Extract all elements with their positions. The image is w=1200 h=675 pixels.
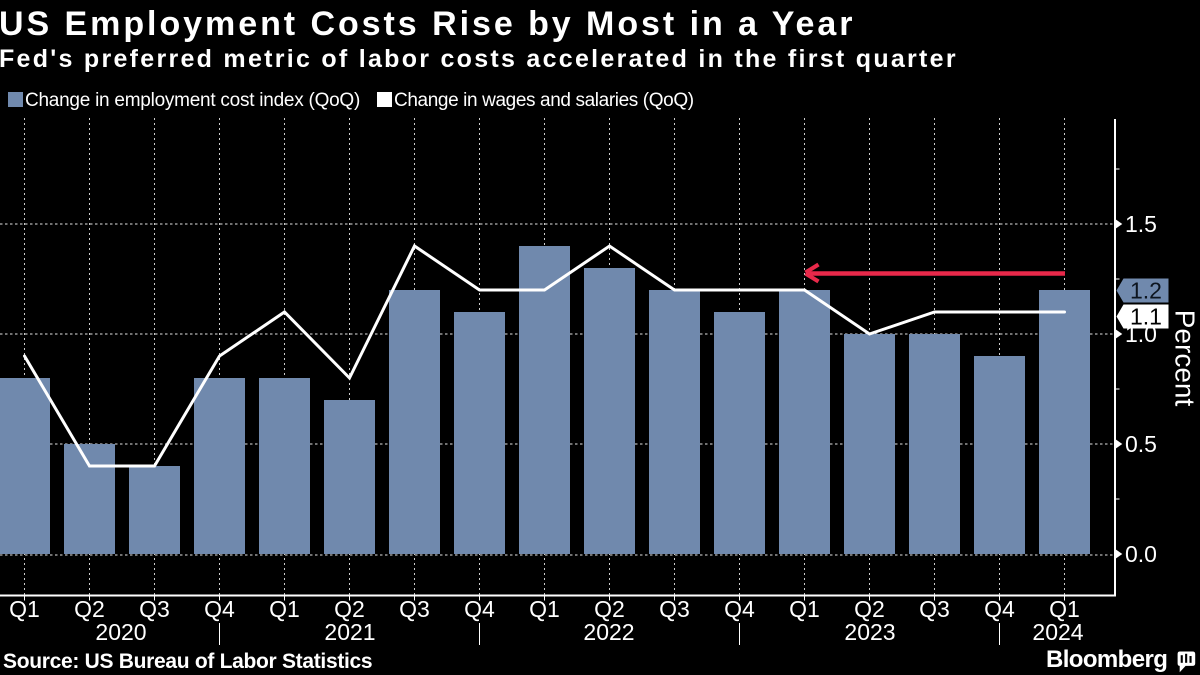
svg-text:1.2: 1.2	[1130, 278, 1162, 304]
svg-text:Q4: Q4	[464, 596, 495, 622]
svg-text:Q2: Q2	[74, 596, 105, 622]
svg-text:Percent: Percent	[1170, 310, 1200, 407]
svg-text:Q3: Q3	[399, 596, 430, 622]
svg-text:Q3: Q3	[139, 596, 170, 622]
svg-text:Q1: Q1	[9, 596, 40, 622]
svg-text:Q2: Q2	[334, 596, 365, 622]
svg-text:Q4: Q4	[724, 596, 755, 622]
svg-text:2021: 2021	[324, 619, 375, 645]
svg-text:0.5: 0.5	[1125, 431, 1157, 457]
svg-text:Q1: Q1	[529, 596, 560, 622]
svg-text:0.0: 0.0	[1125, 541, 1157, 567]
svg-text:1.5: 1.5	[1125, 211, 1157, 237]
svg-text:Q4: Q4	[204, 596, 235, 622]
svg-text:Q2: Q2	[854, 596, 885, 622]
svg-text:2023: 2023	[844, 619, 895, 645]
svg-text:Q2: Q2	[594, 596, 625, 622]
svg-text:Q1: Q1	[1049, 596, 1080, 622]
svg-text:1.1: 1.1	[1130, 304, 1162, 330]
svg-text:Q4: Q4	[984, 596, 1015, 622]
svg-text:Q1: Q1	[789, 596, 820, 622]
svg-text:2020: 2020	[95, 619, 146, 645]
svg-text:Q1: Q1	[269, 596, 300, 622]
svg-text:2024: 2024	[1032, 619, 1083, 645]
svg-text:Q3: Q3	[919, 596, 950, 622]
svg-text:Q3: Q3	[659, 596, 690, 622]
svg-text:2022: 2022	[583, 619, 634, 645]
